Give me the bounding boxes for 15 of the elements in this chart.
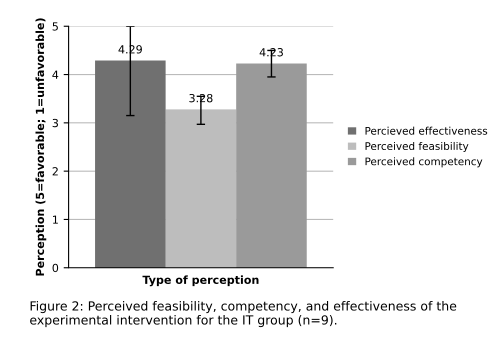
x-axis-title: Type of perception — [142, 275, 258, 286]
y-tick-label: 3 — [52, 118, 58, 128]
legend-label: Perceived competency — [366, 157, 482, 168]
bar — [166, 109, 236, 268]
y-tick-label: 5 — [52, 22, 58, 31]
caption: Figure 2: Perceived feasibility, competency, and effectiveness of the experimental intervention for the IT group (n=9). — [30, 301, 456, 328]
y-tick-label: 2 — [52, 167, 58, 176]
bar — [236, 63, 307, 268]
y-tick-label: 1 — [53, 216, 58, 224]
y-tick-label: 4 — [52, 70, 58, 79]
legend-label: Perceived feasibility — [366, 142, 468, 152]
y-axis-title: Perception (5=favorable; 1=unfavorable) — [36, 18, 46, 276]
y-tick-label: 0 — [52, 264, 58, 272]
bar — [95, 60, 166, 268]
legend-label: Percieved effectiveness — [366, 126, 488, 135]
